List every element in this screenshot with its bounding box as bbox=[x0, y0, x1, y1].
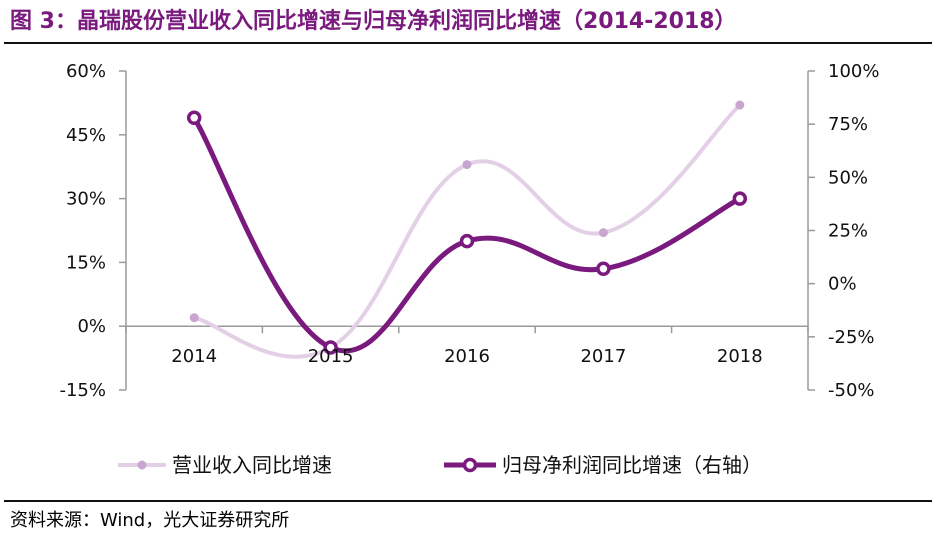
left-tick-label: 0% bbox=[77, 316, 106, 337]
x-tick-labels: 2014 2015 2016 2017 2018 bbox=[171, 346, 762, 367]
series-profit-line bbox=[192, 116, 741, 354]
right-tick-label: 0% bbox=[828, 274, 857, 295]
right-tick-label: 25% bbox=[828, 221, 868, 242]
series-revenue-point bbox=[462, 160, 472, 170]
left-tick-label: 30% bbox=[66, 189, 106, 210]
series-revenue-line bbox=[193, 103, 742, 359]
x-tick-label: 2015 bbox=[308, 346, 354, 367]
x-tick-label: 2017 bbox=[580, 346, 626, 367]
legend-revenue-marker bbox=[137, 460, 147, 470]
title-rule bbox=[4, 42, 932, 44]
series-revenue-point bbox=[598, 228, 608, 238]
series-layer bbox=[186, 100, 748, 359]
legend-revenue-label: 营业收入同比增速 bbox=[172, 453, 332, 477]
right-tick-label: -50% bbox=[828, 380, 875, 401]
axes: -15% 0% 15% 30% 45% 60% -50% -25% 0% 25% 50% 75% 100… bbox=[59, 61, 879, 401]
legend: 营业收入同比增速 归母净利润同比增速（右轴） bbox=[118, 453, 762, 477]
x-tick-label: 2014 bbox=[171, 346, 217, 367]
left-tick-label: 15% bbox=[66, 252, 106, 273]
source-rule bbox=[4, 500, 932, 502]
left-tick-label: 60% bbox=[66, 61, 106, 82]
legend-profit-label: 归母净利润同比增速（右轴） bbox=[502, 453, 762, 477]
right-tick-label: -25% bbox=[828, 327, 875, 348]
left-tick-label: -15% bbox=[59, 380, 106, 401]
right-tick-label: 50% bbox=[828, 167, 868, 188]
series-revenue-point bbox=[735, 100, 745, 110]
x-tick-label: 2016 bbox=[444, 346, 490, 367]
source-note: 资料来源：Wind，光大证券研究所 bbox=[10, 510, 290, 531]
series-profit-point bbox=[323, 340, 338, 355]
legend-profit-marker bbox=[462, 457, 478, 473]
line-chart: -15% 0% 15% 30% 45% 60% -50% -25% 0% 25% 50% 75% 100… bbox=[59, 61, 879, 477]
series-profit-point bbox=[459, 233, 475, 249]
figure-title: 图 3：晶瑞股份营业收入同比增速与归母净利润同比增速（2014-2018） bbox=[10, 9, 737, 34]
series-profit-point bbox=[596, 261, 611, 277]
series-profit-point bbox=[732, 191, 748, 206]
x-tick-label: 2018 bbox=[717, 346, 763, 367]
right-tick-label: 75% bbox=[828, 114, 868, 135]
left-tick-label: 45% bbox=[66, 125, 106, 146]
series-revenue-point bbox=[189, 313, 199, 323]
series-profit-point bbox=[186, 110, 202, 126]
right-tick-label: 100% bbox=[828, 61, 879, 82]
